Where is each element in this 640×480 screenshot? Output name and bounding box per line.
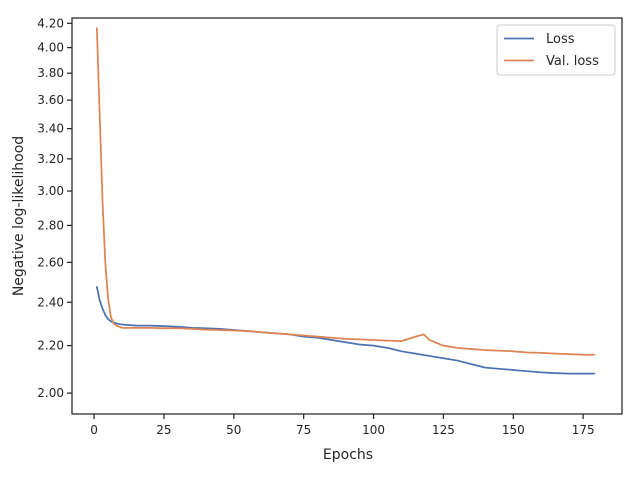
y-tick-label: 3.40 xyxy=(37,122,64,136)
y-tick-label: 4.20 xyxy=(37,16,64,30)
series-line-loss xyxy=(95,286,596,375)
x-tick-label: 0 xyxy=(90,423,98,437)
series-lines xyxy=(95,27,596,375)
x-axis-label: Epochs xyxy=(323,447,373,463)
legend-label-val-loss: Val. loss xyxy=(546,54,599,69)
x-tick-label: 125 xyxy=(432,423,455,437)
y-tick-label: 4.00 xyxy=(37,41,64,55)
y-tick-label: 2.80 xyxy=(37,218,64,232)
y-tick-label: 2.60 xyxy=(37,255,64,269)
y-tick-label: 2.40 xyxy=(37,295,64,309)
y-tick-label: 2.00 xyxy=(37,386,64,400)
x-axis-ticks: 0 25 50 75 100 125 150 175 xyxy=(90,414,595,437)
legend: Loss Val. loss xyxy=(496,24,616,76)
y-tick-label: 3.60 xyxy=(37,93,64,107)
y-axis-label: Negative log-likelihood xyxy=(11,136,27,296)
plot-area xyxy=(71,17,623,415)
x-tick-label: 25 xyxy=(156,423,171,437)
y-tick-label: 3.20 xyxy=(37,152,64,166)
legend-label-loss: Loss xyxy=(546,32,575,47)
y-axis-ticks: 2.00 2.20 2.40 2.60 2.80 3.00 3.20 3.40 3.60 3.80… xyxy=(37,16,72,400)
series-line-val-loss xyxy=(95,27,596,356)
y-tick-label: 3.00 xyxy=(37,184,64,198)
y-tick-label: 3.80 xyxy=(37,66,64,80)
y-tick-label: 2.20 xyxy=(37,339,64,353)
x-tick-label: 100 xyxy=(362,423,385,437)
x-tick-label: 50 xyxy=(226,423,241,437)
legend-box xyxy=(496,24,616,76)
x-tick-label: 150 xyxy=(502,423,525,437)
x-tick-label: 175 xyxy=(572,423,595,437)
x-tick-label: 75 xyxy=(296,423,311,437)
